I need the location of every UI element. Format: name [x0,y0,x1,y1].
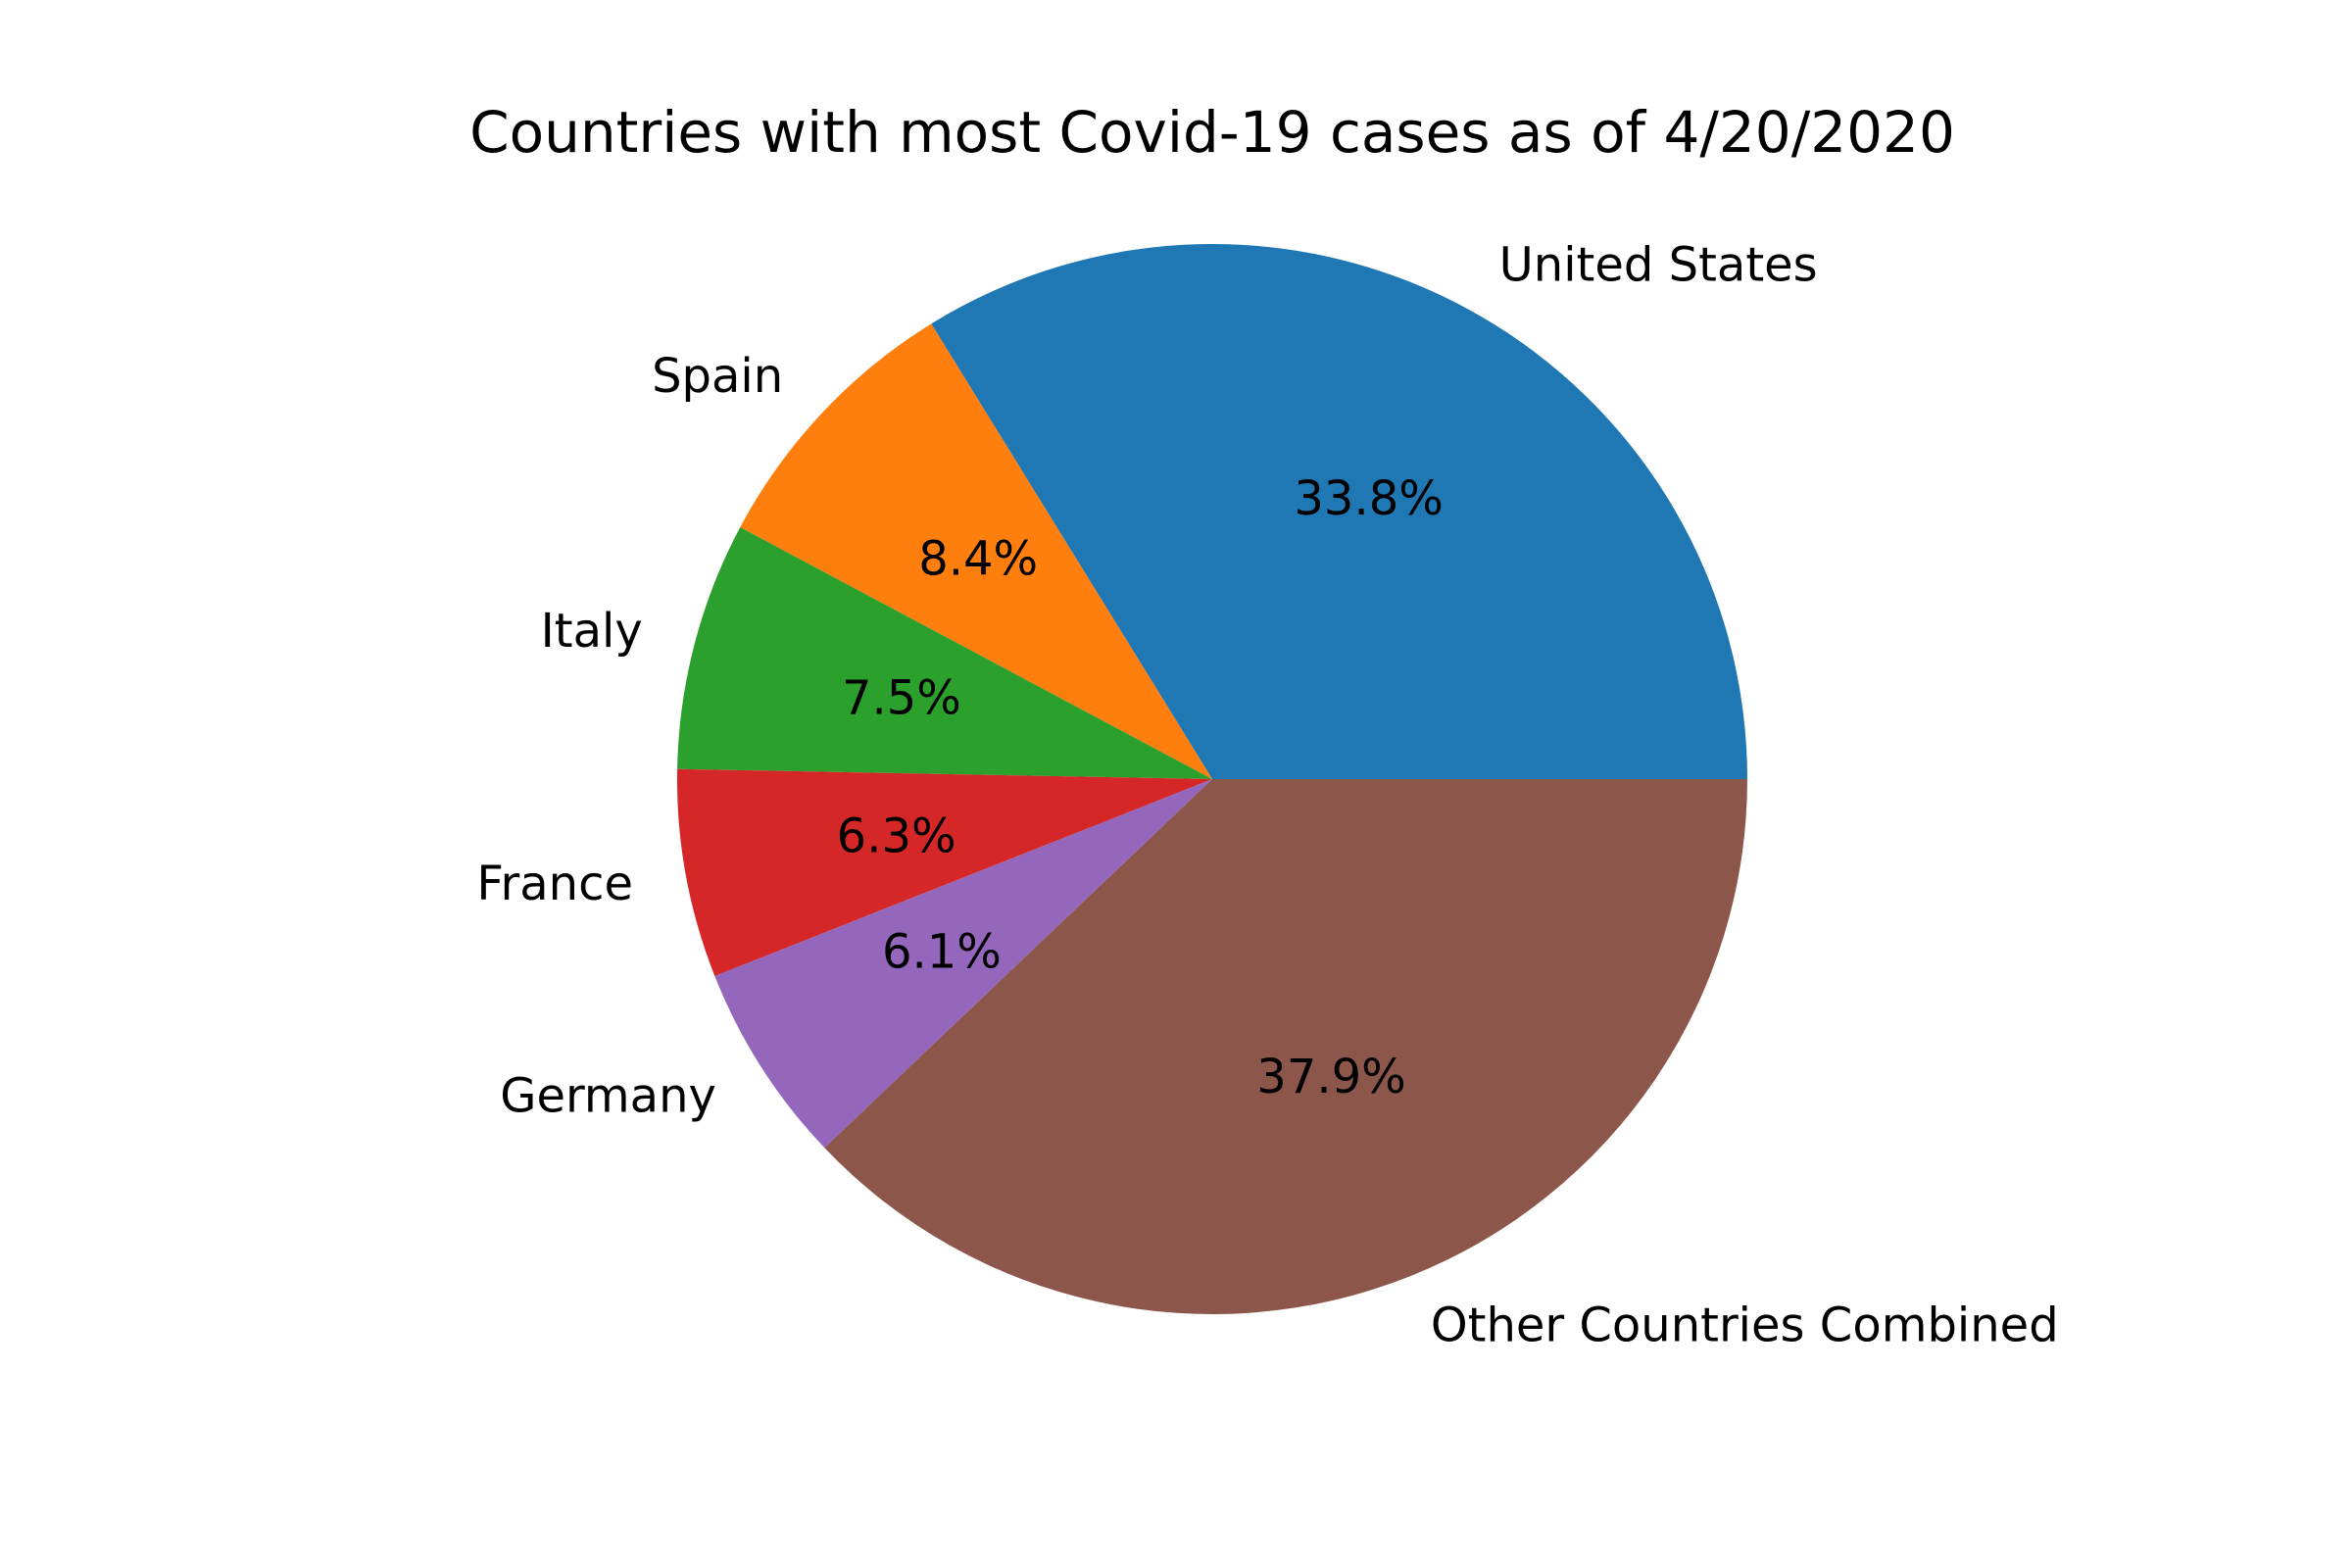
slice-label-united-states: United States [1499,238,1818,293]
percent-label-italy: 7.5% [842,671,961,726]
slice-label-spain: Spain [652,349,783,404]
slice-labels: United States Spain Italy France Germany Othe… [476,238,2058,1353]
percent-label-united-states: 33.8% [1294,471,1443,526]
percent-label-germany: 6.1% [882,924,1002,979]
percent-label-spain: 8.4% [918,532,1038,587]
slice-label-italy: Italy [541,604,643,659]
pie-slice-germany [714,779,1212,1149]
pie-slices [677,243,1747,1314]
pie-slice-italy [677,526,1212,779]
pie-slice-spain [740,323,1212,779]
pie-slice-france [677,768,1212,976]
pie-slice-united-states [931,243,1747,779]
slice-label-germany: Germany [500,1068,716,1123]
chart-title: Countries with most Covid-19 cases as of… [469,99,1955,166]
percent-labels: 33.8% 8.4% 7.5% 6.3% 6.1% 37.9% [837,471,1444,1104]
percent-label-france: 6.3% [837,808,956,863]
percent-label-other-countries-combined: 37.9% [1256,1050,1405,1104]
slice-label-france: France [476,857,633,911]
slice-label-other-countries-combined: Other Countries Combined [1431,1298,2059,1353]
pie-slice-other-countries-combined [824,779,1747,1314]
